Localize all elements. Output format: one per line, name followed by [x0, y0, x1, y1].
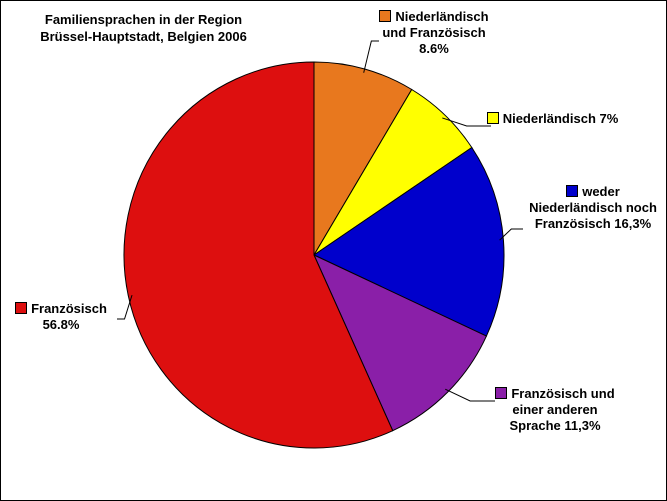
leader-line — [363, 40, 379, 73]
pie-slice — [312, 146, 505, 337]
data-label: Niederländisch und Französisch 8.6% — [369, 9, 499, 57]
value-label: 7% — [599, 111, 619, 126]
leader-line — [445, 388, 495, 402]
value-label: 8.6% — [419, 41, 449, 56]
legend-swatch — [566, 185, 579, 197]
data-label: Französisch 56.8% — [5, 301, 117, 333]
category-label: Französisch — [31, 301, 107, 316]
legend-swatch — [486, 112, 499, 124]
data-label: Französisch und einer anderen Sprache 11… — [485, 386, 625, 434]
legend-swatch — [495, 387, 508, 399]
category-label: weder Niederländisch noch Französisch — [529, 184, 657, 231]
value-label: 11,3% — [564, 418, 601, 433]
pie-slice — [123, 61, 394, 449]
chart-title: Familiensprachen in der Region Brüssel-H… — [40, 12, 247, 44]
category-label: Französisch und einer anderen Sprache — [509, 386, 615, 433]
data-label: Niederländisch 7% — [485, 111, 620, 127]
category-label: Niederländisch und Französisch — [382, 9, 489, 40]
value-label: 16,3% — [614, 216, 652, 231]
pie-slice — [312, 253, 488, 432]
category-label: Niederländisch — [502, 111, 596, 126]
data-label: weder Niederländisch noch Französisch 16… — [523, 184, 663, 232]
value-label: 56.8% — [42, 317, 80, 332]
legend-swatch — [15, 302, 28, 314]
leader-line — [442, 117, 491, 127]
leader-line — [499, 228, 523, 241]
legend-swatch — [379, 10, 392, 22]
leader-line — [117, 294, 133, 320]
